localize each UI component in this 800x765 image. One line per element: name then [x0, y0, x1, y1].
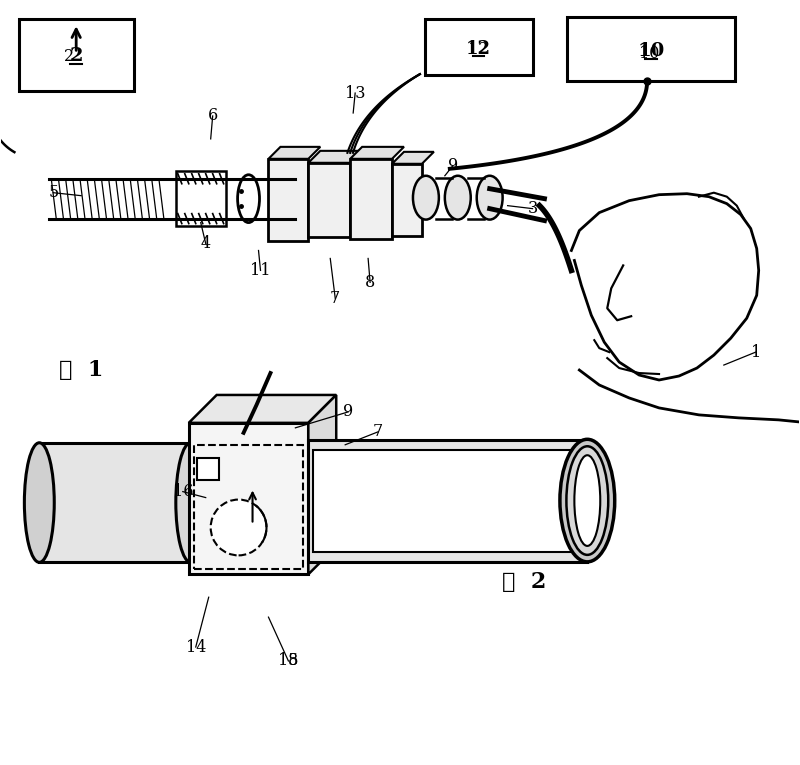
- Ellipse shape: [176, 443, 206, 562]
- Text: 9: 9: [448, 158, 458, 174]
- Text: 16: 16: [173, 483, 193, 500]
- Bar: [39, 443, 190, 562]
- Text: 12: 12: [467, 41, 488, 57]
- Bar: [19, 19, 134, 91]
- Text: 7: 7: [330, 290, 340, 307]
- Bar: [392, 164, 422, 236]
- Bar: [176, 171, 226, 226]
- Text: 8: 8: [288, 653, 298, 669]
- Text: 13: 13: [345, 85, 366, 102]
- Polygon shape: [350, 147, 404, 159]
- Bar: [308, 440, 587, 562]
- Text: 7: 7: [373, 423, 383, 441]
- Bar: [308, 163, 350, 236]
- Bar: [314, 450, 587, 552]
- Polygon shape: [189, 395, 336, 423]
- Ellipse shape: [560, 439, 614, 562]
- Text: 15: 15: [278, 653, 298, 669]
- Text: 4: 4: [201, 235, 210, 252]
- Text: 2: 2: [70, 47, 83, 65]
- Text: 1: 1: [750, 343, 761, 360]
- Ellipse shape: [445, 176, 470, 220]
- Ellipse shape: [413, 176, 439, 220]
- Bar: [425, 19, 533, 75]
- Ellipse shape: [566, 446, 608, 555]
- Polygon shape: [269, 147, 320, 159]
- Ellipse shape: [238, 174, 259, 223]
- Ellipse shape: [574, 455, 600, 546]
- Ellipse shape: [477, 176, 502, 220]
- Polygon shape: [308, 395, 336, 575]
- Text: 图  1: 图 1: [59, 359, 103, 381]
- Text: 6: 6: [207, 107, 218, 125]
- Text: 10: 10: [638, 42, 665, 60]
- Text: 3: 3: [527, 200, 538, 217]
- Text: 10: 10: [639, 44, 659, 62]
- Text: 8: 8: [365, 274, 375, 291]
- Text: 12: 12: [466, 41, 491, 58]
- Text: 5: 5: [48, 184, 58, 201]
- Text: 14: 14: [186, 639, 206, 656]
- Circle shape: [210, 500, 266, 555]
- Polygon shape: [308, 151, 362, 163]
- Text: 图  2: 图 2: [502, 571, 546, 594]
- Bar: [567, 18, 734, 81]
- Text: 11: 11: [250, 262, 270, 279]
- Bar: [350, 159, 392, 239]
- Bar: [194, 444, 303, 569]
- Ellipse shape: [24, 443, 54, 562]
- Bar: [189, 423, 308, 575]
- Bar: [197, 457, 218, 480]
- Text: 9: 9: [343, 403, 354, 421]
- Text: 2: 2: [64, 47, 74, 65]
- Polygon shape: [392, 151, 434, 164]
- Bar: [269, 159, 308, 240]
